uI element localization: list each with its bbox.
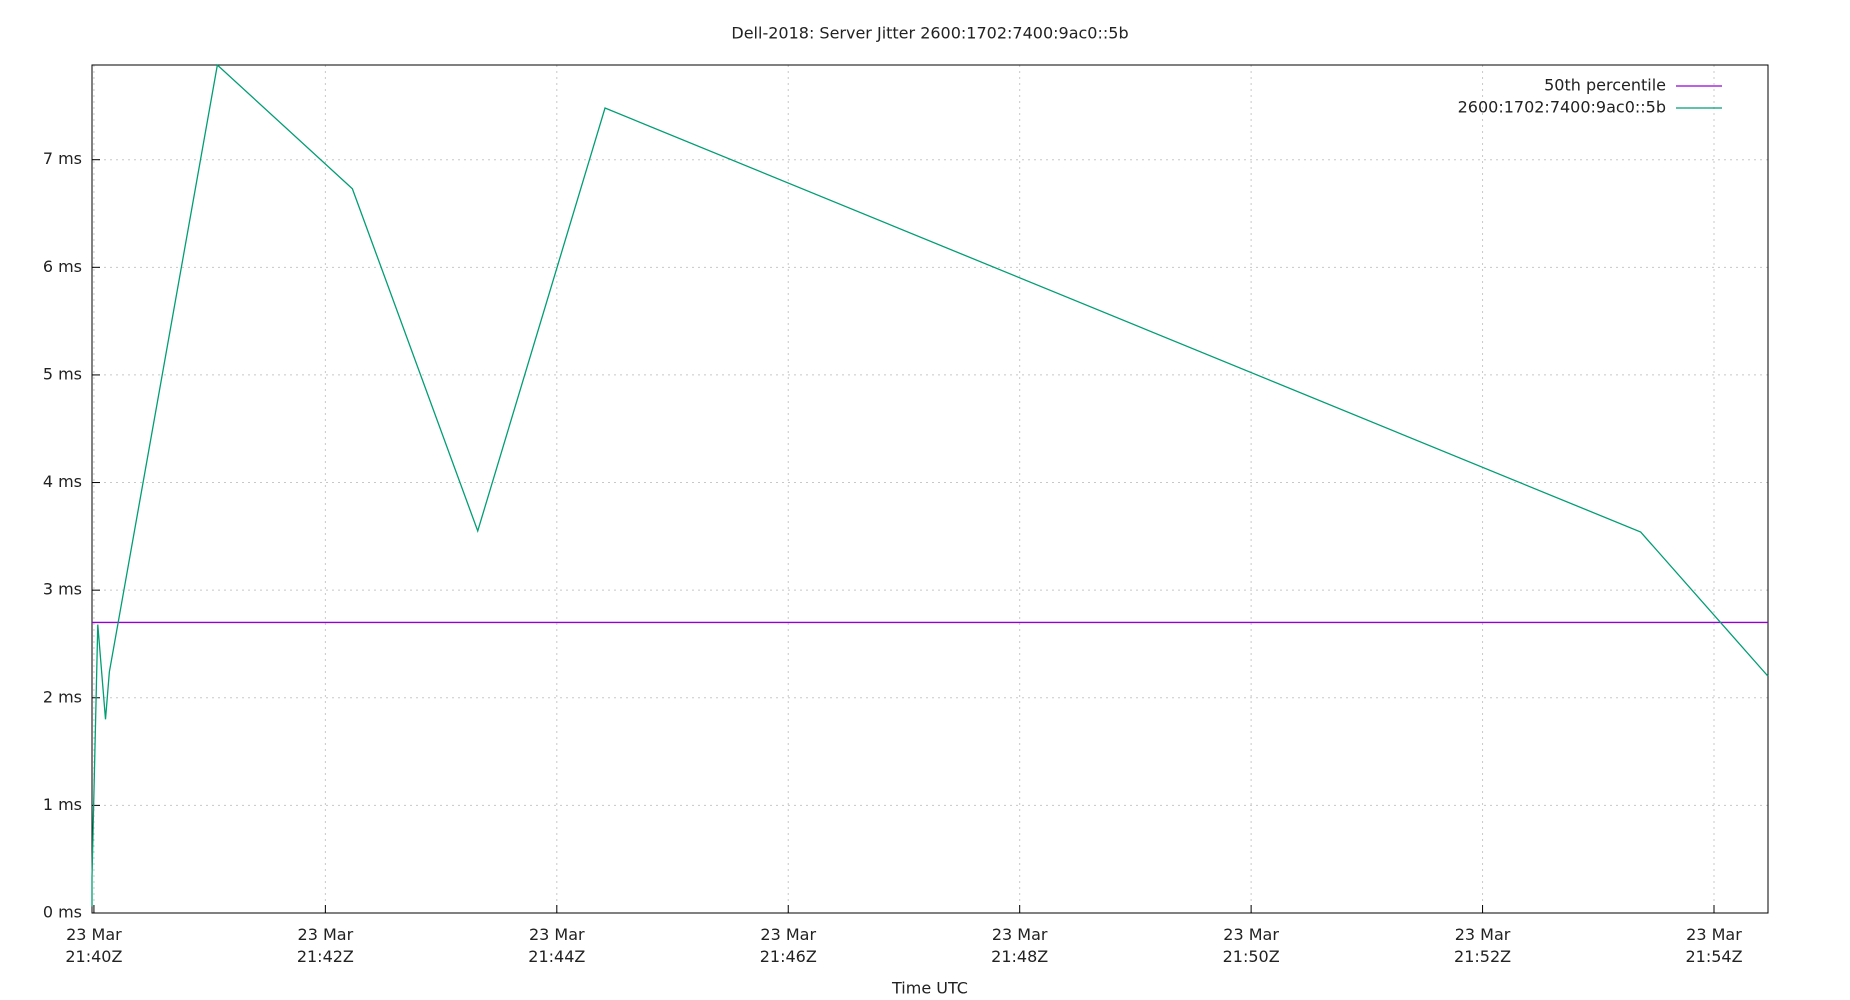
y-tick-label: 2 ms — [43, 687, 82, 706]
x-tick-label: 23 Mar 21:40Z — [65, 925, 122, 966]
x-tick-label: 23 Mar 21:46Z — [760, 925, 817, 966]
data-line — [91, 63, 1769, 907]
x-tick-label: 23 Mar 21:42Z — [297, 925, 354, 966]
y-tick-label: 0 ms — [43, 903, 82, 922]
chart-title: Dell-2018: Server Jitter 2600:1702:7400:… — [731, 24, 1128, 43]
x-tick-label: 23 Mar 21:50Z — [1223, 925, 1280, 966]
plot-frame — [91, 64, 1769, 914]
y-tick-label: 6 ms — [43, 257, 82, 276]
x-axis-label: Time UTC — [891, 979, 968, 998]
x-tick-label: 23 Mar 21:48Z — [991, 925, 1048, 966]
x-tick-label: 23 Mar 21:44Z — [528, 925, 585, 966]
y-tick-label: 3 ms — [43, 580, 82, 599]
y-tick-label: 1 ms — [43, 795, 82, 814]
x-tick-label: 23 Mar 21:52Z — [1454, 925, 1511, 966]
x-tick-label: 23 Mar 21:54Z — [1685, 925, 1742, 966]
y-tick-label: 5 ms — [43, 364, 82, 383]
y-tick-label: 7 ms — [43, 149, 82, 168]
legend-label: 2600:1702:7400:9ac0::5b — [1458, 98, 1666, 117]
legend-label: 50th percentile — [1544, 76, 1666, 95]
y-tick-label: 4 ms — [43, 472, 82, 491]
